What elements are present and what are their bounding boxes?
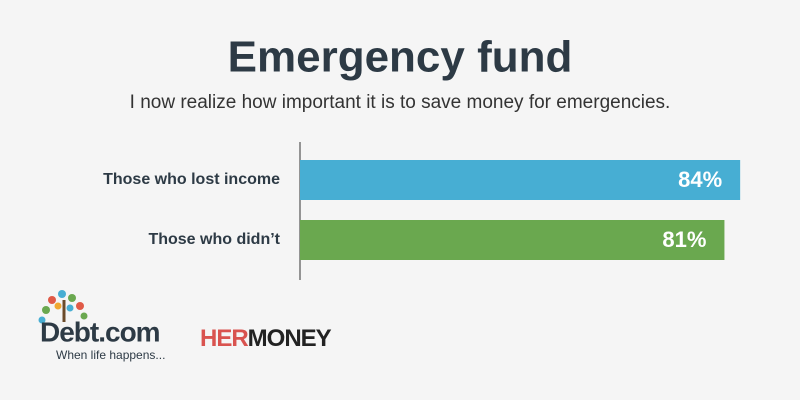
category-label: Those who didn’t	[148, 231, 280, 248]
tagline: When life happens...	[56, 348, 165, 362]
value-label: 81%	[662, 227, 706, 252]
debt-logo-icon	[38, 290, 88, 324]
value-label: 84%	[678, 167, 722, 192]
bar	[300, 220, 725, 260]
money: MONEY	[248, 325, 332, 352]
her: HER	[200, 325, 248, 352]
category-label: Those who lost income	[103, 171, 280, 188]
debt-logo: Debt.com	[40, 316, 160, 347]
hermoney-logo: HERMONEY	[200, 325, 332, 352]
chart-title: Emergency fund	[228, 33, 573, 82]
bar	[300, 160, 741, 200]
chart-subtitle: I now realize how important it is to sav…	[130, 92, 671, 113]
